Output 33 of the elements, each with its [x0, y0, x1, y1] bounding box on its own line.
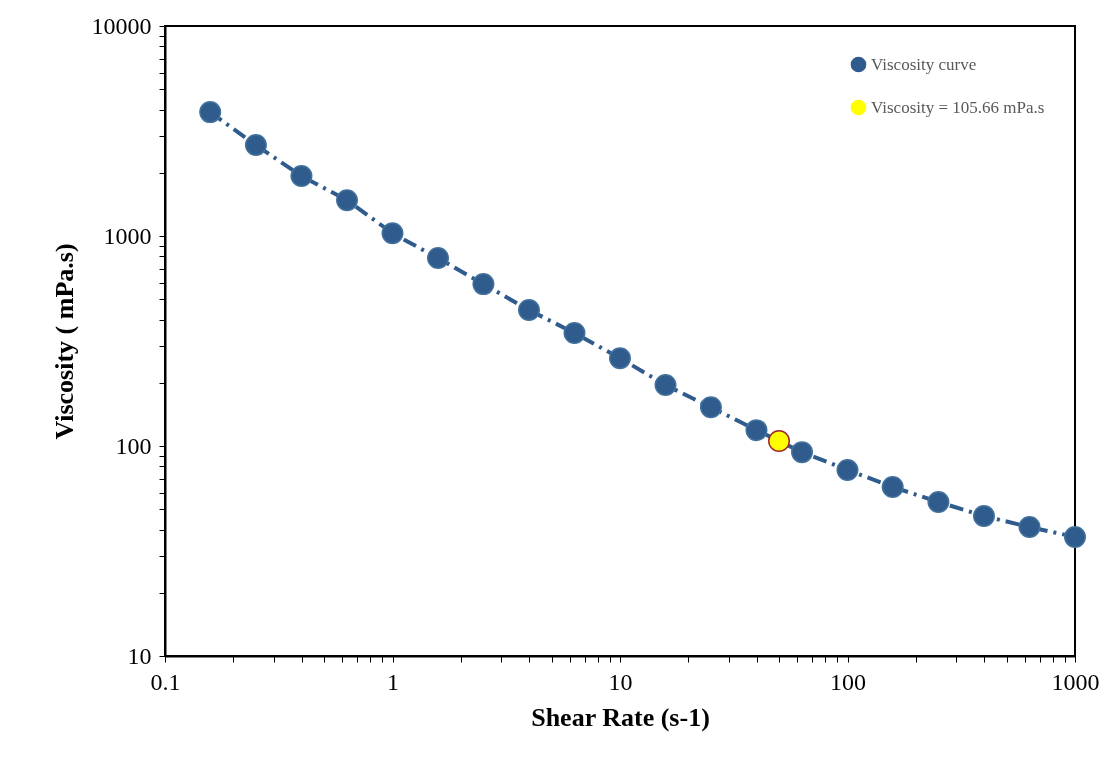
point: [517, 299, 540, 322]
y-tick-label: 1000: [103, 222, 152, 249]
point: [244, 134, 267, 157]
legend-label: Viscosity curve: [871, 54, 977, 74]
point: [972, 505, 995, 528]
point: [836, 458, 859, 481]
point: [1064, 525, 1086, 548]
y-tick-label: 10000: [91, 12, 152, 39]
point: [472, 273, 495, 296]
legend-label: Viscosity = 105.66 mPa.s: [871, 97, 1045, 117]
x-tick-label: 1: [387, 668, 399, 695]
y-tick-label: 100: [115, 432, 152, 459]
point: [427, 247, 449, 270]
point: [654, 374, 677, 397]
x-tick-label: 10: [608, 668, 633, 695]
y-tick-label: 10: [127, 642, 152, 669]
point: [290, 165, 313, 188]
point: [199, 101, 222, 124]
point: [563, 322, 586, 345]
point: [927, 491, 950, 514]
point: [336, 189, 358, 212]
x-axis-title: Shear Rate (s-1): [531, 702, 710, 732]
point: [881, 476, 904, 498]
point: [791, 441, 813, 464]
y-axis-title: Viscosity ( mPa.s): [49, 243, 79, 440]
point: [699, 396, 722, 419]
point: [609, 347, 631, 370]
point: [1018, 516, 1041, 539]
point: [381, 222, 404, 245]
x-tick-label: 1000: [1051, 668, 1100, 695]
point: [745, 419, 768, 442]
x-tick-label: 100: [830, 668, 866, 695]
x-tick-label: 0.1: [150, 668, 181, 695]
